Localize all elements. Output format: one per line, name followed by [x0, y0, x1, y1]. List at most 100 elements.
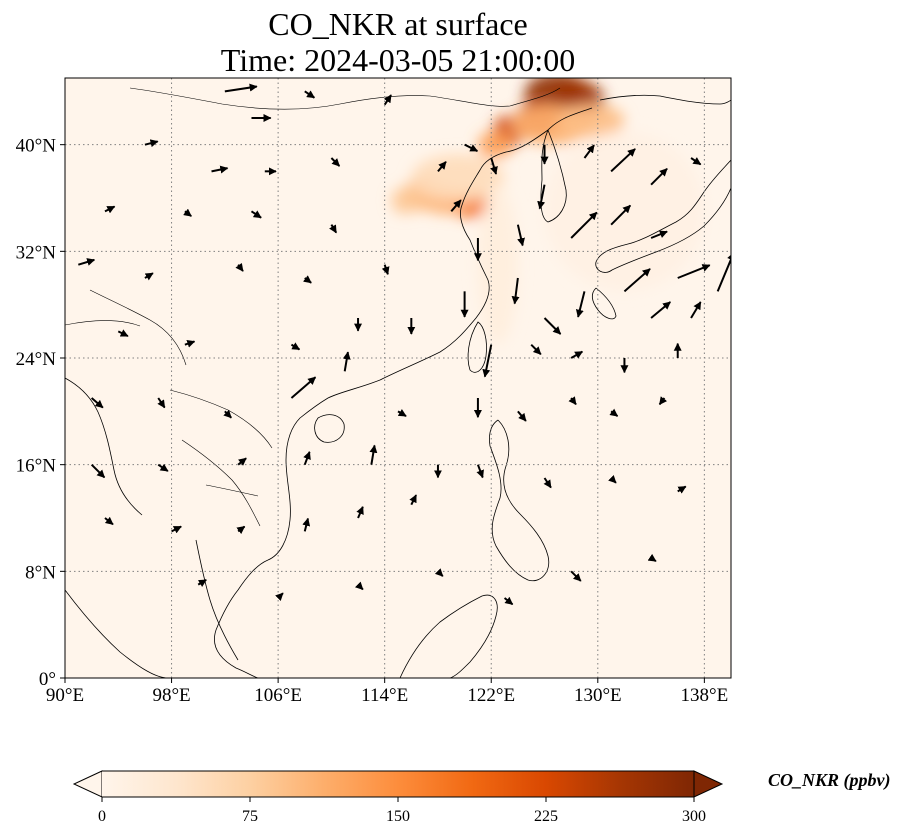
- wind-vector-arrow: [303, 275, 312, 284]
- wind-vector-arrow: [677, 485, 687, 494]
- wind-vector-arrow: [144, 139, 159, 148]
- wind-vector-arrow: [104, 205, 116, 214]
- wind-vector-arrow: [290, 376, 317, 399]
- wind-vector-arrow: [302, 517, 311, 532]
- wind-vector-arrow: [543, 317, 562, 335]
- wind-vector-arrow: [570, 350, 584, 359]
- wind-vector-arrow: [235, 262, 244, 272]
- lon-tick-label: 114°E: [361, 685, 408, 706]
- wind-vector-arrow: [511, 277, 520, 305]
- wind-vector-arrow: [658, 396, 668, 406]
- wind-vector-arrow: [356, 506, 364, 519]
- wind-vector-arrow: [503, 596, 514, 606]
- wind-vector-arrow: [543, 477, 552, 489]
- wind-vector-arrow: [223, 409, 232, 419]
- concentration-patch: [391, 187, 418, 215]
- wind-vector-arrow: [304, 90, 316, 99]
- wind-vector-arrow: [570, 570, 582, 582]
- colorbar-tick-label: 225: [534, 808, 558, 825]
- wind-vector-arrow: [183, 208, 192, 217]
- map-area: [65, 78, 731, 678]
- lon-tick-label: 106°E: [254, 685, 302, 706]
- wind-vector-arrow: [78, 258, 96, 266]
- wind-vector-arrow: [211, 165, 229, 174]
- wind-vector-arrow: [434, 568, 444, 577]
- concentration-patch: [411, 154, 505, 202]
- colorbar-tick-label: 300: [682, 808, 706, 825]
- wind-vector-arrow: [690, 157, 702, 166]
- wind-vector-arrow: [437, 161, 447, 172]
- lat-tick-label: 8°N: [25, 562, 56, 583]
- wind-vector-arrow: [516, 224, 525, 247]
- wind-vector-arrow: [530, 343, 542, 355]
- colorbar-gradient: [102, 771, 694, 797]
- wind-vector-arrow: [409, 494, 418, 506]
- wind-vector-arrow: [568, 396, 577, 406]
- wind-vector-arrow: [608, 474, 617, 484]
- wind-vector-arrow: [381, 264, 390, 276]
- wind-vector-arrow: [623, 268, 651, 293]
- wind-vector-arrow: [250, 210, 262, 219]
- wind-vector-arrow: [716, 252, 731, 292]
- colorbar-min-extension: [72, 770, 103, 798]
- concentration-patch: [477, 184, 518, 345]
- lon-tick-label: 138°E: [681, 685, 729, 706]
- wind-vector-arrow: [184, 339, 196, 348]
- colorbar-title: CO_NKR (ppbv): [768, 770, 891, 790]
- wind-vector-arrow: [610, 148, 636, 173]
- lat-tick-label: 16°N: [16, 456, 57, 477]
- wind-vector-arrow: [690, 301, 702, 319]
- wind-vector-arrow: [383, 94, 392, 106]
- wind-vector-arrow: [490, 157, 498, 175]
- wind-vector-arrow: [464, 143, 479, 152]
- lon-tick-label: 90°E: [46, 685, 84, 706]
- wind-vector-arrow: [224, 83, 258, 93]
- wind-vector-arrow: [537, 184, 546, 210]
- wind-vector-arrow: [369, 444, 378, 465]
- wind-vector-arrow: [517, 410, 527, 422]
- wind-vector-arrow: [197, 579, 207, 588]
- lon-tick-label: 98°E: [152, 685, 190, 706]
- wind-vector-arrow: [482, 344, 493, 378]
- wind-vector-arrow: [354, 581, 364, 591]
- lon-tick-label: 122°E: [467, 685, 515, 706]
- wind-vector-arrow: [171, 525, 182, 534]
- wind-vector-arrow: [237, 457, 247, 466]
- concentration-patch: [557, 103, 625, 138]
- lat-tick-label: 32°N: [16, 242, 57, 263]
- wind-vector-arrow: [144, 272, 154, 281]
- wind-vector-arrow: [117, 329, 129, 338]
- wind-vector-arrow: [303, 451, 311, 466]
- wind-vectors: [78, 83, 731, 606]
- colorbar-ticks: 0 75 150 225 300: [98, 797, 706, 825]
- wind-vector-arrow: [104, 516, 114, 526]
- wind-vector-arrow: [583, 144, 595, 159]
- wind-vector-arrow: [157, 463, 169, 472]
- colorbar-max-extension: [693, 770, 724, 798]
- gridlines: [65, 78, 731, 678]
- colorbar-tick-label: 0: [98, 808, 106, 825]
- lat-tick-label: 24°N: [16, 349, 57, 370]
- wind-vector-arrow: [450, 199, 462, 212]
- wind-vector-arrow: [397, 408, 407, 417]
- wind-vector-arrow: [609, 408, 619, 417]
- wind-vector-arrow: [610, 204, 632, 226]
- wind-vector-arrow: [275, 592, 284, 602]
- lat-tick-label: 0°: [39, 669, 56, 690]
- map-subtitle: Time: 2024-03-05 21:00:00: [220, 42, 576, 78]
- wind-vector-arrow: [157, 397, 166, 409]
- wind-vector-arrow: [647, 553, 657, 563]
- colorbar: 0 75 150 225 300: [72, 770, 724, 825]
- wind-vector-arrow: [575, 291, 586, 318]
- colorbar-tick-label: 75: [242, 808, 258, 825]
- wind-vector-arrow: [476, 464, 484, 479]
- colorbar-tick-label: 150: [386, 808, 410, 825]
- concentration-patch: [477, 131, 513, 159]
- axis-ticks: 90°E 98°E 106°E 114°E 122°E 130°E 138°E 0° 8°N 16…: [16, 136, 729, 706]
- map-frame: [64, 77, 732, 679]
- wind-vector-arrow: [342, 351, 351, 372]
- wind-vector-arrow: [236, 525, 246, 535]
- map-title: CO_NKR at surface: [268, 6, 528, 42]
- wind-vector-arrow: [650, 230, 668, 239]
